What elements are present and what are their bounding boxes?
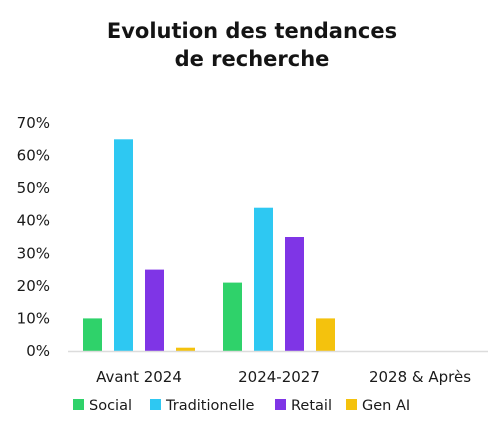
legend: Social Traditionelle Retail Gen AI [73, 398, 410, 414]
bar-retail-2 [285, 237, 304, 351]
bar-gen-ai-2 [316, 318, 335, 351]
legend-swatch-retail [275, 399, 286, 410]
legend-swatch-gen-ai [346, 399, 357, 410]
chart-title-line-2: de recherche [175, 47, 330, 71]
x-category-label: 2024-2027 [238, 368, 320, 386]
bar-social-1 [83, 318, 102, 351]
y-tick-label: 70% [17, 114, 50, 132]
x-axis: Avant 2024 2024-2027 2028 & Après [96, 368, 471, 386]
chart-title: Evolution des tendances de recherche [107, 19, 397, 71]
chart-title-line-1: Evolution des tendances [107, 19, 397, 43]
bar-retail-1 [145, 269, 164, 351]
legend-swatch-social [73, 399, 84, 410]
y-tick-label: 60% [17, 147, 50, 165]
bar-traditionelle-1 [114, 139, 133, 351]
legend-label-gen-ai: Gen AI [362, 398, 410, 414]
bar-social-2 [223, 282, 242, 351]
y-tick-label: 20% [17, 277, 50, 295]
bars [83, 139, 335, 351]
legend-swatch-traditionelle [150, 399, 161, 410]
legend-label-retail: Retail [291, 398, 332, 414]
bar-gen-ai-1 [176, 347, 195, 351]
y-axis: 0% 10% 20% 30% 40% 50% 60% 70% [17, 114, 50, 360]
legend-label-traditionelle: Traditionelle [165, 398, 255, 414]
bar-traditionelle-2 [254, 207, 273, 351]
y-tick-label: 10% [17, 309, 50, 327]
x-category-label: 2028 & Après [369, 368, 471, 386]
y-tick-label: 50% [17, 179, 50, 197]
y-tick-label: 30% [17, 244, 50, 262]
y-tick-label: 40% [17, 212, 50, 230]
x-category-label: Avant 2024 [96, 368, 182, 386]
y-tick-label: 0% [26, 342, 50, 360]
legend-label-social: Social [89, 398, 132, 414]
